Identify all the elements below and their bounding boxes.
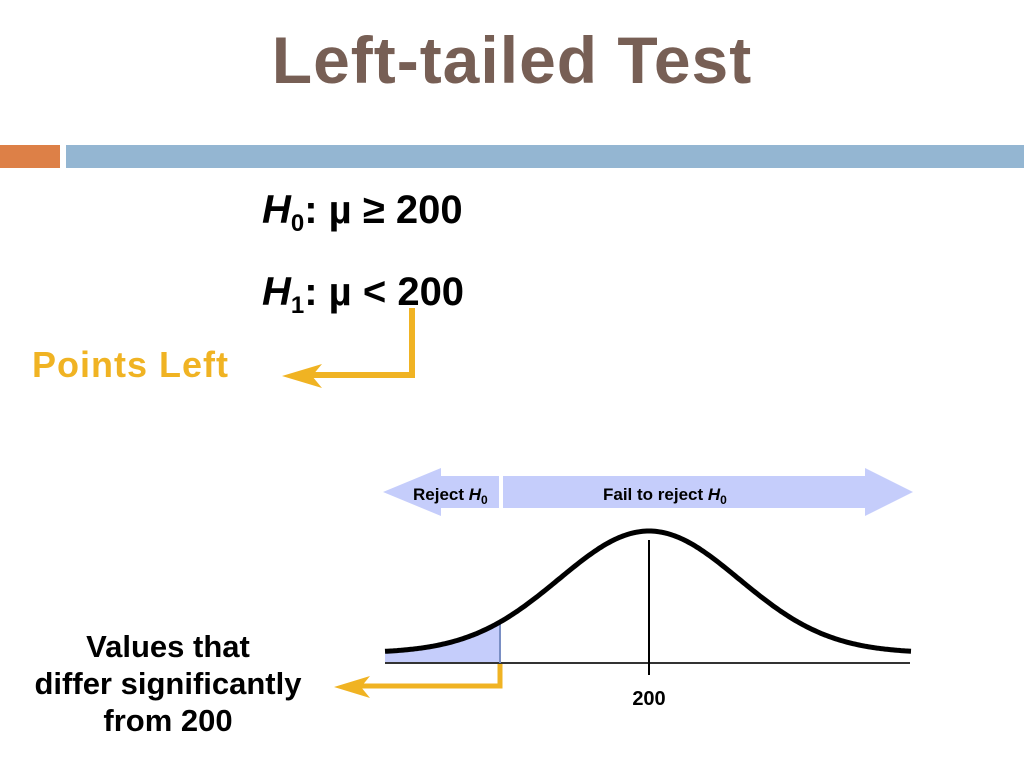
points-left-arrowhead-icon	[282, 364, 322, 388]
mean-label: 200	[632, 688, 665, 710]
null-hypothesis: H0: µ ≥ 200	[262, 188, 463, 238]
reject-label-text: Reject	[413, 485, 469, 504]
h0-subscript: 0	[290, 210, 305, 237]
points-left-connector	[305, 308, 415, 378]
values-note-arrowhead-icon	[334, 676, 370, 698]
rejection-region	[385, 622, 500, 663]
values-note-connector	[358, 664, 503, 689]
fail-region-arrow	[503, 468, 913, 516]
h1-symbol: H	[262, 270, 291, 314]
fail-label: Fail to reject H0	[603, 485, 727, 507]
reject-region-arrow	[383, 468, 499, 516]
accent-bar-blue	[66, 145, 1024, 168]
fail-label-text: Fail to reject	[603, 485, 708, 504]
reject-h-subscript: 0	[481, 493, 488, 507]
h1-subscript: 1	[290, 292, 305, 319]
fail-h-subscript: 0	[720, 493, 727, 507]
h0-symbol: H	[262, 188, 291, 232]
accent-bar-orange	[0, 145, 60, 168]
h1-relation: : µ < 200	[304, 270, 465, 314]
values-note-line-1: Values that	[86, 629, 250, 664]
reject-h-symbol: H	[469, 485, 482, 504]
fail-h-symbol: H	[708, 485, 721, 504]
h0-relation: : µ ≥ 200	[304, 188, 463, 232]
slide-title: Left-tailed Test	[271, 23, 753, 97]
points-left-label: Points Left	[32, 344, 229, 385]
normal-curve	[384, 528, 912, 654]
values-note: Values that differ significantly from 20…	[8, 628, 328, 739]
values-note-line-2: differ significantly	[34, 666, 302, 701]
alternative-hypothesis: H1: µ < 200	[262, 270, 464, 320]
reject-label: Reject H0	[413, 485, 488, 507]
values-note-line-3: from 200	[103, 703, 233, 738]
